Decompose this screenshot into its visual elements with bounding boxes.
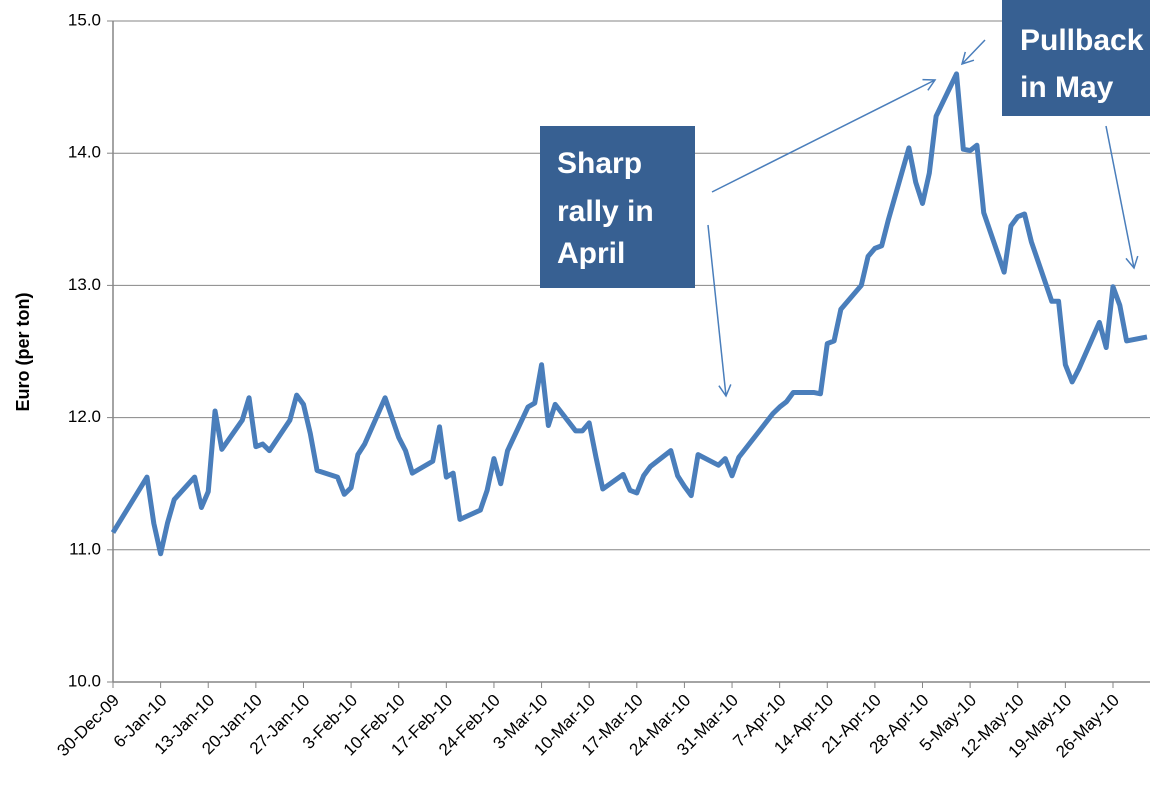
arrow <box>1105 125 1139 270</box>
y-tick-label: 14.0 <box>68 143 101 162</box>
annotation-text: Pullback <box>1020 24 1144 57</box>
y-tick-label: 10.0 <box>68 671 101 690</box>
plot-area: 10.011.012.013.014.015.030-Dec-096-Jan-1… <box>53 10 1150 761</box>
y-tick-label: 11.0 <box>69 539 101 558</box>
annotation-text: in May <box>1020 71 1114 104</box>
y-tick-label: 15.0 <box>68 10 101 29</box>
annotation-box <box>1002 0 1150 116</box>
arrow <box>960 39 986 66</box>
arrow <box>707 224 732 398</box>
y-tick-label: 12.0 <box>68 407 101 426</box>
annotation-text: Sharp <box>557 147 642 180</box>
x-tick-label: 30-Dec-09 <box>53 691 123 761</box>
y-tick-label: 13.0 <box>68 275 101 294</box>
annotation-box <box>540 126 695 288</box>
data-line <box>110 71 1148 557</box>
y-axis-label: Euro (per ton) <box>13 293 33 412</box>
annotation-text: rally in <box>557 195 654 228</box>
annotation-text: April <box>557 237 625 270</box>
arrow <box>711 78 937 193</box>
